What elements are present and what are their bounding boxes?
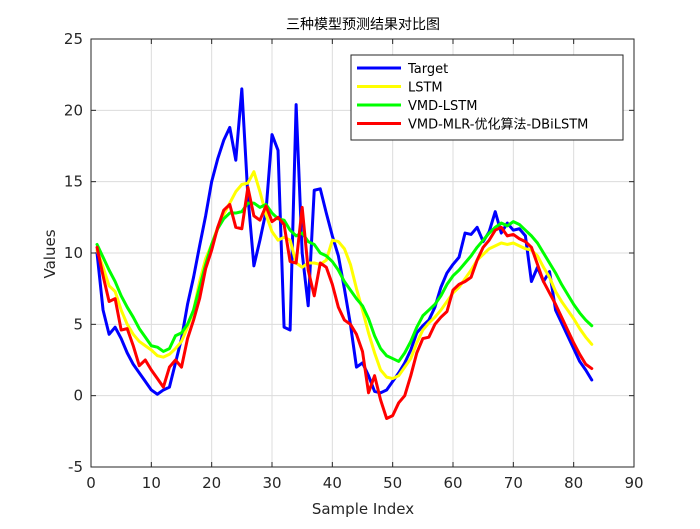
y-tick-label: 25: [64, 30, 83, 48]
x-tick-label: 90: [624, 474, 643, 492]
series-line-1: [95, 170, 594, 381]
legend-label-0: Target: [407, 62, 448, 77]
y-tick-label: 5: [73, 315, 83, 333]
series-line-3: [95, 185, 594, 420]
legend: Target LSTM VMD-LSTM VMD-MLR-优化算法-DBiLSTM: [350, 54, 624, 141]
x-tick-label: 40: [323, 474, 342, 492]
legend-label-3: VMD-MLR-优化算法-DBiLSTM: [408, 118, 588, 133]
y-tick-label: 15: [64, 173, 83, 191]
x-tick-label: 80: [564, 474, 583, 492]
series-layer: [95, 87, 594, 420]
x-tick-label: 0: [86, 474, 96, 492]
legend-label-2: VMD-LSTM: [408, 99, 477, 114]
x-tick-label: 10: [142, 474, 161, 492]
y-axis-label: Values: [41, 229, 59, 278]
x-tick-label: 50: [383, 474, 402, 492]
y-tick-label: 0: [73, 387, 83, 405]
x-tick-label: 60: [443, 474, 462, 492]
y-tick-label: -5: [68, 458, 83, 476]
x-tick-label: 30: [262, 474, 281, 492]
legend-label-1: LSTM: [408, 81, 443, 96]
x-axis-label: Sample Index: [312, 500, 414, 518]
series-line-2: [95, 201, 594, 363]
y-tick-label: 20: [64, 101, 83, 119]
y-tick-label: 10: [64, 244, 83, 262]
x-tick-label: 70: [504, 474, 523, 492]
x-tick-label: 20: [202, 474, 221, 492]
chart-title: 三种模型预测结果对比图: [286, 17, 440, 33]
